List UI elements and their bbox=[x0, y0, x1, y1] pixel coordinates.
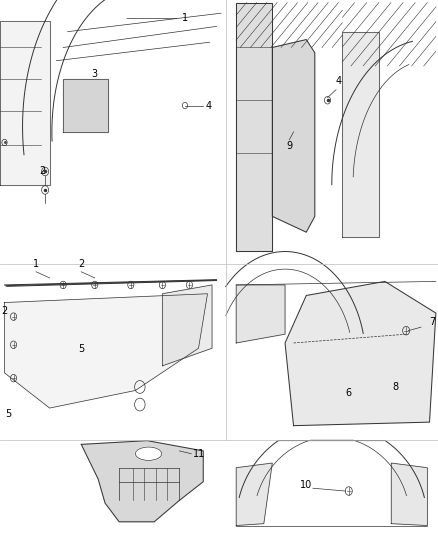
Polygon shape bbox=[236, 3, 272, 251]
Text: 2: 2 bbox=[40, 166, 46, 176]
Polygon shape bbox=[63, 79, 108, 132]
Text: 4: 4 bbox=[205, 101, 211, 110]
Polygon shape bbox=[4, 294, 208, 408]
Text: 1: 1 bbox=[182, 13, 188, 23]
Text: 9: 9 bbox=[286, 141, 292, 151]
Text: 4: 4 bbox=[336, 76, 342, 86]
Polygon shape bbox=[343, 31, 378, 238]
Polygon shape bbox=[81, 441, 203, 522]
Text: 5: 5 bbox=[5, 409, 12, 419]
Polygon shape bbox=[162, 285, 212, 366]
Text: 7: 7 bbox=[430, 317, 436, 327]
Polygon shape bbox=[236, 285, 285, 343]
Ellipse shape bbox=[135, 447, 162, 461]
Text: 10: 10 bbox=[300, 480, 312, 490]
Text: 1: 1 bbox=[33, 259, 39, 269]
Text: 2: 2 bbox=[1, 306, 7, 316]
Text: 5: 5 bbox=[78, 344, 85, 354]
Polygon shape bbox=[272, 39, 315, 232]
Text: 3: 3 bbox=[92, 69, 98, 79]
Polygon shape bbox=[391, 463, 427, 526]
Polygon shape bbox=[236, 463, 272, 526]
Text: 11: 11 bbox=[194, 449, 206, 459]
Polygon shape bbox=[0, 21, 49, 185]
Text: 6: 6 bbox=[346, 387, 352, 398]
Polygon shape bbox=[285, 281, 436, 426]
Text: 8: 8 bbox=[392, 383, 399, 392]
Text: 2: 2 bbox=[78, 259, 85, 269]
